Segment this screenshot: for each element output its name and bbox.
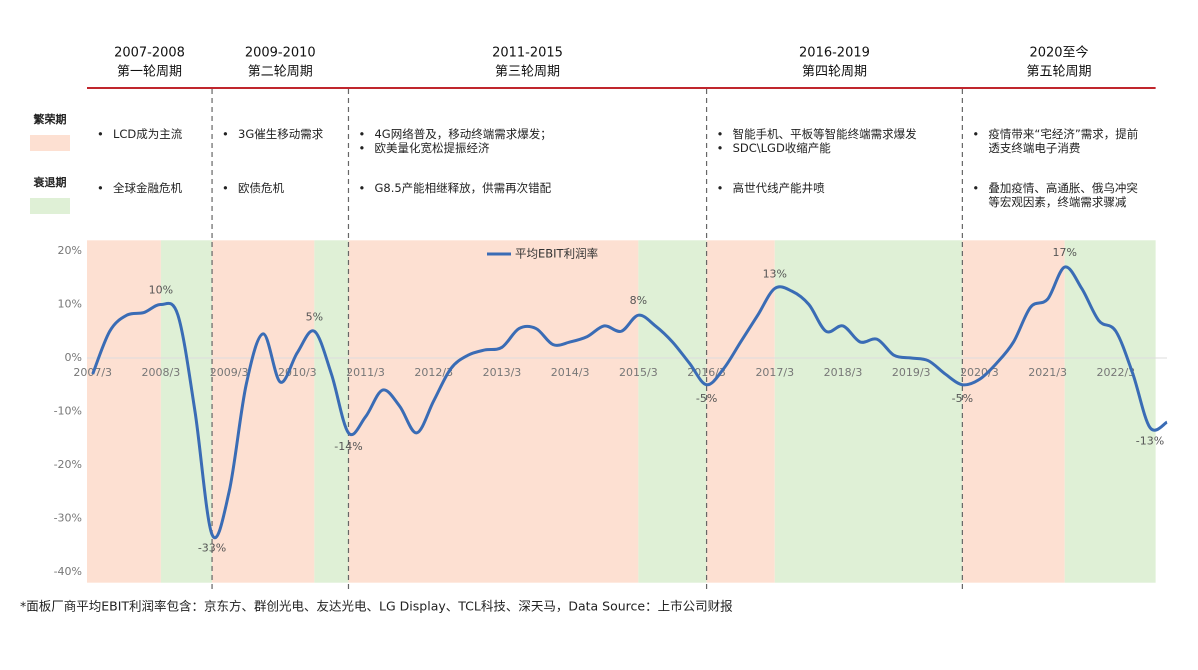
recession-note: 全球金融危机	[97, 181, 200, 195]
boom-note: 疫情带来“宅经济”需求，提前透支终端电子消费	[972, 127, 1143, 155]
phase-band	[314, 240, 349, 583]
legend-label: 平均EBIT利润率	[515, 247, 598, 261]
x-tick-label: 2017/3	[755, 366, 794, 379]
y-tick-label: 0%	[65, 351, 82, 364]
phase-band	[706, 240, 775, 583]
recession-note: G8.5产能相继释放，供需再次错配	[358, 181, 694, 195]
phase-band	[348, 240, 639, 583]
boom-notes: LCD成为主流	[97, 127, 200, 141]
y-tick-label: -10%	[54, 405, 82, 418]
cycle-name: 第一轮周期	[117, 65, 182, 80]
boom-notes: 智能手机、平板等智能终端需求爆发SDC\LGD收缩产能	[717, 127, 951, 155]
boom-note: 3G催生移动需求	[222, 127, 336, 141]
series-line	[91, 265, 1168, 539]
data-label: -5%	[696, 392, 717, 405]
boom-note: 欧美量化宽松提振经济	[358, 141, 694, 155]
data-label: 8%	[630, 294, 647, 307]
phase-legend-label: 衰退期	[33, 175, 67, 189]
phase-band	[638, 240, 707, 583]
cycle-name: 第三轮周期	[495, 65, 560, 80]
boom-note: SDC\LGD收缩产能	[717, 141, 951, 155]
x-tick-label: 2021/3	[1028, 366, 1067, 379]
data-label: 10%	[149, 284, 173, 297]
phase-legend-swatch	[30, 198, 70, 214]
x-tick-label: 2019/3	[892, 366, 931, 379]
boom-notes: 疫情带来“宅经济”需求，提前透支终端电子消费	[972, 127, 1143, 155]
data-label: 17%	[1052, 246, 1076, 259]
x-tick-label: 2010/3	[278, 366, 317, 379]
recession-note: 欧债危机	[222, 181, 336, 195]
y-tick-label: -40%	[54, 565, 82, 578]
cycle-name: 第二轮周期	[248, 65, 313, 80]
data-label: -33%	[198, 542, 226, 555]
x-tick-label: 2015/3	[619, 366, 658, 379]
cycle-years: 2007-2008	[114, 46, 185, 61]
cycle-years: 2020至今	[1029, 45, 1088, 61]
y-tick-label: -30%	[54, 512, 82, 525]
x-tick-label: 2018/3	[824, 366, 863, 379]
cycle-years: 2009-2010	[245, 46, 316, 61]
boom-note: 智能手机、平板等智能终端需求爆发	[717, 127, 951, 141]
cycle-name: 第四轮周期	[802, 65, 867, 80]
y-tick-label: 20%	[58, 244, 82, 257]
recession-note: 高世代线产能井喷	[717, 181, 951, 195]
phase-band	[774, 240, 963, 583]
cycle-years: 2011-2015	[492, 46, 563, 61]
boom-notes: 3G催生移动需求	[222, 127, 336, 141]
x-tick-label: 2009/3	[210, 366, 249, 379]
boom-notes: 4G网络普及，移动终端需求爆发；欧美量化宽松提振经济	[358, 127, 694, 155]
footnote: *面板厂商平均EBIT利润率包含：京东方、群创光电、友达光电、LG Displa…	[20, 599, 733, 614]
data-label: -5%	[952, 392, 973, 405]
x-tick-label: 2022/3	[1096, 366, 1135, 379]
recession-notes: 高世代线产能井喷	[717, 181, 951, 195]
phase-band	[212, 240, 315, 583]
phase-band	[962, 240, 1065, 583]
x-tick-label: 2012/3	[414, 366, 453, 379]
y-tick-label: -20%	[54, 458, 82, 471]
data-label: 13%	[763, 267, 787, 280]
recession-notes: G8.5产能相继释放，供需再次错配	[358, 181, 694, 195]
data-label: 5%	[306, 310, 323, 323]
boom-note: LCD成为主流	[97, 127, 200, 141]
cycle-years: 2016-2019	[799, 46, 870, 61]
data-label: -14%	[334, 440, 362, 453]
phase-legend-swatch	[30, 135, 70, 151]
data-label: -13%	[1136, 435, 1164, 448]
cycle-name: 第五轮周期	[1026, 65, 1091, 80]
phase-legend-label: 繁荣期	[33, 112, 67, 126]
y-tick-label: 10%	[58, 298, 82, 311]
recession-note: 叠加疫情、高通胀、俄乌冲突等宏观因素，终端需求骤减	[972, 181, 1143, 209]
x-tick-label: 2011/3	[346, 366, 385, 379]
phase-band	[87, 240, 161, 583]
phase-band	[1064, 240, 1156, 583]
recession-notes: 叠加疫情、高通胀、俄乌冲突等宏观因素，终端需求骤减	[972, 181, 1143, 209]
x-tick-label: 2008/3	[142, 366, 181, 379]
x-tick-label: 2014/3	[551, 366, 590, 379]
x-tick-label: 2013/3	[483, 366, 522, 379]
recession-notes: 欧债危机	[222, 181, 336, 195]
boom-note: 4G网络普及，移动终端需求爆发；	[358, 127, 694, 141]
phase-band	[160, 240, 213, 583]
recession-notes: 全球金融危机	[97, 181, 200, 195]
